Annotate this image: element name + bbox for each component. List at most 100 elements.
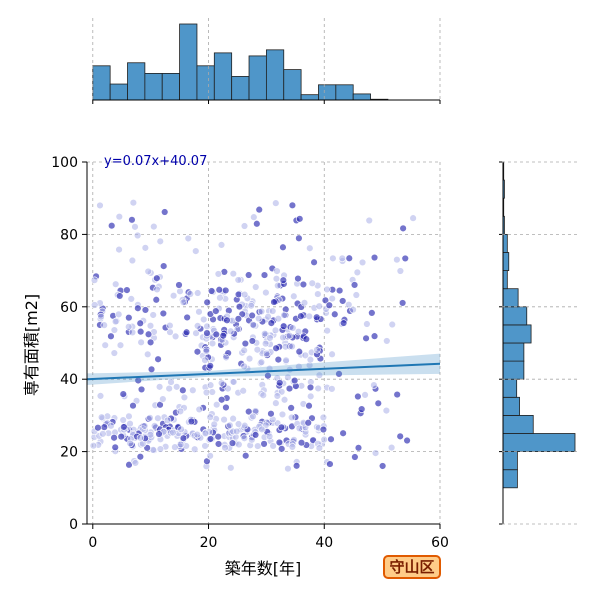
scatter-point bbox=[253, 346, 262, 354]
scatter-point bbox=[192, 247, 200, 255]
scatter-point bbox=[278, 445, 286, 453]
scatter-point bbox=[241, 421, 249, 430]
scatter-point bbox=[388, 320, 396, 329]
scatter-point bbox=[257, 358, 266, 366]
scatter-point bbox=[126, 419, 134, 428]
top-marginal-histogram bbox=[92, 23, 441, 104]
scatter-point bbox=[345, 254, 353, 262]
scatter-point bbox=[203, 329, 211, 337]
scatter-point bbox=[235, 440, 243, 449]
scatter-point bbox=[144, 330, 153, 338]
scatter-point bbox=[294, 274, 302, 283]
scatter-point bbox=[187, 417, 196, 426]
scatter-point bbox=[219, 332, 227, 340]
scatter-point bbox=[338, 254, 346, 263]
scatter-point bbox=[175, 281, 183, 289]
scatter-point bbox=[203, 322, 211, 331]
scatter-point bbox=[152, 296, 160, 304]
scatter-point bbox=[136, 434, 145, 442]
scatter-point bbox=[144, 267, 152, 276]
scatter-point bbox=[161, 208, 169, 216]
scatter-point bbox=[137, 338, 145, 347]
scatter-point bbox=[315, 444, 324, 452]
scatter-point bbox=[128, 256, 137, 265]
scatter-point bbox=[247, 302, 255, 310]
scatter-point bbox=[91, 301, 99, 309]
scatter-point bbox=[195, 405, 203, 414]
scatter-point bbox=[328, 385, 336, 393]
scatter-point bbox=[335, 286, 344, 295]
scatter-point bbox=[232, 427, 241, 436]
scatter-point bbox=[222, 353, 230, 362]
scatter-point bbox=[329, 254, 337, 263]
scatter-point bbox=[260, 440, 268, 448]
scatter-point bbox=[279, 322, 288, 330]
scatter-point bbox=[100, 423, 108, 431]
scatter-point bbox=[387, 443, 396, 452]
scatter-point bbox=[396, 267, 405, 275]
scatter-point bbox=[172, 383, 181, 391]
scatter-point bbox=[371, 449, 380, 457]
scatter-point bbox=[97, 413, 106, 421]
scatter-point bbox=[399, 224, 407, 233]
scatter-point bbox=[295, 347, 303, 356]
top-hist-bar bbox=[283, 69, 302, 101]
scatter-point bbox=[230, 378, 238, 386]
scatter-point bbox=[253, 220, 261, 228]
scatter-point bbox=[153, 285, 161, 294]
scatter-point bbox=[319, 413, 328, 422]
scatter-point bbox=[125, 323, 133, 331]
scatter-point bbox=[272, 275, 281, 283]
scatter-point bbox=[297, 438, 306, 447]
top-hist-bar bbox=[179, 23, 198, 101]
scatter-point bbox=[306, 383, 315, 392]
scatter-point bbox=[240, 222, 249, 230]
scatter-point bbox=[207, 287, 216, 295]
scatter-point bbox=[96, 201, 104, 210]
scatter-point bbox=[277, 423, 286, 432]
scatter-point bbox=[267, 410, 275, 418]
top-hist-bar bbox=[248, 55, 267, 101]
scatter-point bbox=[305, 312, 313, 321]
scatter-point bbox=[328, 294, 336, 303]
scatter-point bbox=[393, 390, 401, 399]
x-tick-label: 20 bbox=[200, 535, 218, 551]
scatter-point bbox=[189, 386, 197, 394]
scatter-point bbox=[398, 299, 407, 307]
scatter-point bbox=[150, 422, 159, 430]
scatter-point bbox=[273, 267, 281, 275]
scatter-point bbox=[278, 410, 287, 419]
scatter-point bbox=[177, 425, 185, 433]
scatter-point bbox=[206, 362, 214, 370]
scatter-point bbox=[150, 222, 158, 231]
scatter-point bbox=[234, 420, 243, 428]
scatter-point bbox=[396, 432, 404, 441]
scatter-point bbox=[265, 432, 274, 441]
scatter-point bbox=[275, 438, 284, 447]
scatter-point bbox=[339, 319, 348, 327]
scatter-point bbox=[248, 337, 257, 345]
scatter-point bbox=[261, 329, 269, 338]
scatter-point bbox=[201, 442, 209, 450]
scatter-point bbox=[339, 297, 347, 305]
scatter-point bbox=[279, 333, 287, 342]
scatter-point bbox=[203, 298, 211, 307]
scatter-point bbox=[323, 326, 331, 335]
scatter-point bbox=[274, 281, 282, 290]
scatter-point bbox=[176, 287, 184, 296]
scatter-point bbox=[156, 445, 165, 453]
scatter-point bbox=[149, 311, 157, 319]
right-hist-bar bbox=[502, 360, 525, 380]
scatter-point bbox=[258, 425, 266, 434]
scatter-point bbox=[354, 392, 362, 401]
scatter-point bbox=[146, 338, 155, 347]
scatter-point bbox=[301, 351, 310, 360]
scatter-point bbox=[184, 234, 192, 243]
x-tick-label: 0 bbox=[88, 535, 97, 551]
scatter-point bbox=[120, 423, 128, 431]
scatter-point bbox=[169, 292, 178, 300]
scatter-point bbox=[220, 415, 228, 424]
scatter-point bbox=[99, 430, 107, 438]
scatter-point bbox=[202, 347, 211, 355]
right-hist-bar bbox=[502, 324, 532, 344]
